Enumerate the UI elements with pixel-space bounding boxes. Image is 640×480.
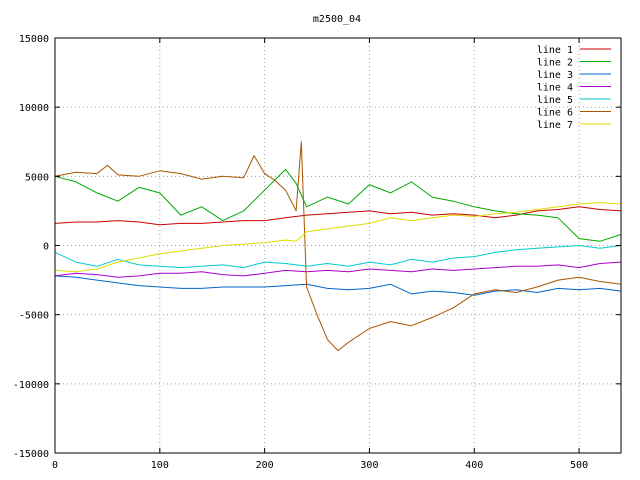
y-tick-label: 5000 [25, 172, 49, 183]
x-tick-label: 500 [570, 460, 588, 471]
series-line-7 [54, 202, 622, 273]
x-tick-label: 300 [360, 460, 378, 471]
legend-label-3: line 3 [537, 70, 573, 81]
series-line-1 [54, 206, 622, 226]
legend-label-6: line 6 [537, 108, 573, 119]
legend-label-1: line 1 [537, 45, 573, 56]
y-tick-label: 15000 [19, 34, 49, 45]
series-line-6 [54, 141, 622, 352]
x-axis-ticks: 0 100 200 300 400 500 [52, 38, 588, 471]
x-tick-label: 100 [151, 460, 169, 471]
x-tick-label: 200 [256, 460, 274, 471]
y-tick-label: -15000 [13, 449, 49, 460]
legend-label-2: line 2 [537, 58, 573, 69]
legend-label-5: line 5 [537, 95, 573, 106]
series-line-5 [54, 245, 622, 269]
y-axis-ticks: -15000 -10000 -5000 0 5000 10000 15000 [13, 34, 621, 460]
y-tick-label: 0 [43, 242, 49, 253]
y-tick-label: -5000 [19, 311, 49, 322]
legend-label-4: line 4 [537, 83, 573, 94]
y-tick-label: 10000 [19, 103, 49, 114]
legend-label-7: line 7 [537, 120, 573, 131]
x-tick-label: 0 [52, 460, 58, 471]
series-line-2 [54, 168, 622, 242]
series-line-3 [54, 275, 622, 296]
series-line-4 [54, 261, 622, 278]
x-tick-label: 400 [465, 460, 483, 471]
chart-title: m2500_04 [313, 14, 361, 25]
series-layer [54, 141, 622, 352]
y-tick-label: -10000 [13, 380, 49, 391]
